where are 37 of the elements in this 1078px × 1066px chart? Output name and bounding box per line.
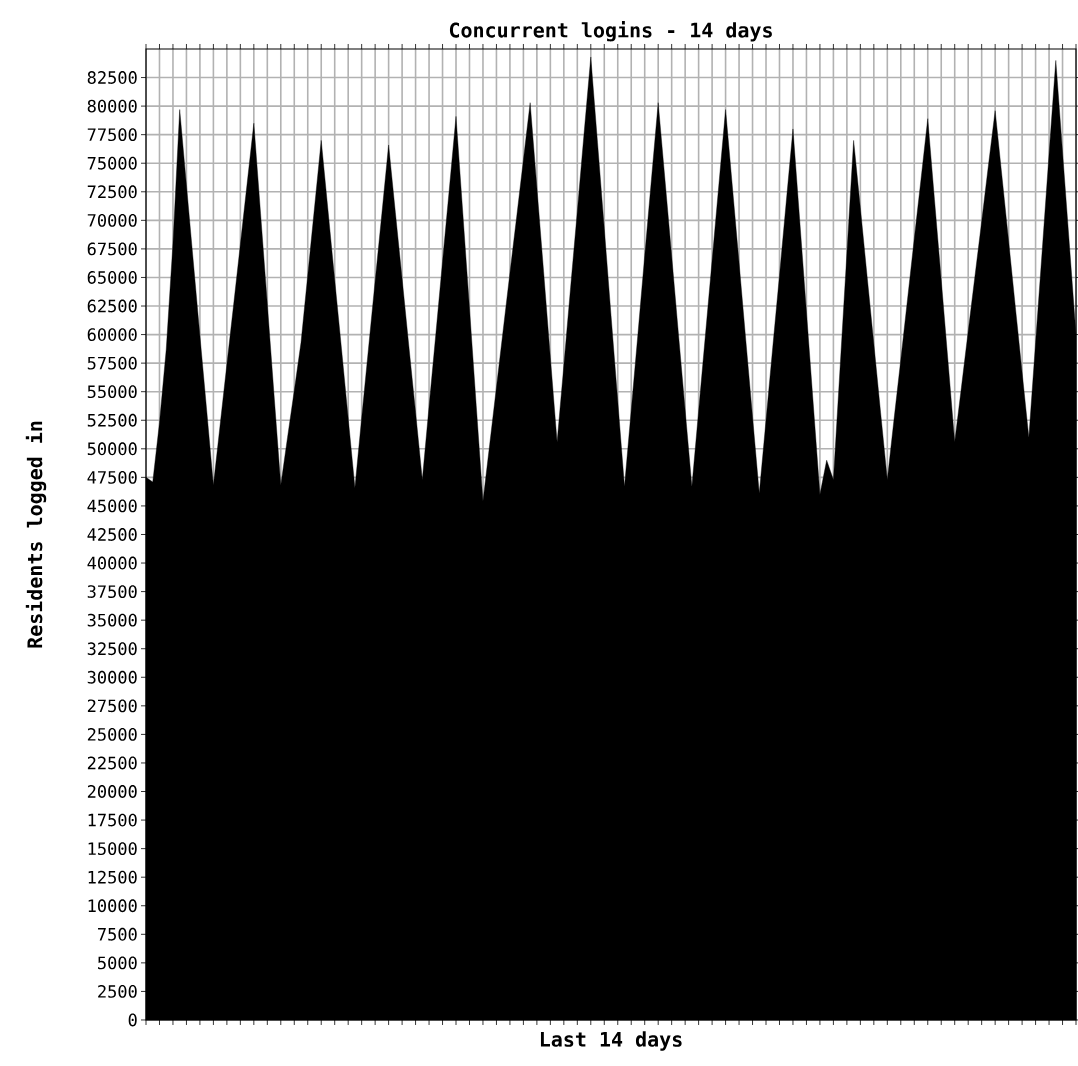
y-tick-label: 27500 <box>87 699 137 713</box>
y-tick-label: 32500 <box>87 642 137 656</box>
y-tick-label: 42500 <box>87 528 137 541</box>
y-tick-label: 20000 <box>87 785 137 798</box>
y-tick-label: 75000 <box>87 156 137 170</box>
y-tick-label: 35000 <box>87 613 137 627</box>
y-tick-label: 17500 <box>88 813 137 827</box>
y-tick-label: 15000 <box>88 842 137 856</box>
y-tick-label: 0 <box>128 1013 137 1027</box>
y-tick-label: 50000 <box>87 442 137 456</box>
y-axis-title: Residents logged in <box>25 421 47 648</box>
y-tick-label: 5000 <box>98 956 137 970</box>
y-tick-label: 12500 <box>88 870 137 884</box>
x-axis-title: Last 14 days <box>540 1031 682 1051</box>
y-tick-label: 40000 <box>87 556 137 570</box>
y-tick-label: 62500 <box>87 299 137 313</box>
y-tick-label: 2500 <box>98 984 137 998</box>
y-tick-label: 22500 <box>87 756 137 770</box>
y-tick-label: 30000 <box>87 670 137 684</box>
y-tick-label: 77500 <box>87 128 137 142</box>
y-tick-label: 47500 <box>87 470 137 484</box>
y-tick-label: 72500 <box>87 185 137 199</box>
y-tick-label: 25000 <box>87 727 137 741</box>
y-tick-label: 10000 <box>88 899 137 913</box>
y-tick-label: 7500 <box>98 927 137 941</box>
y-tick-label: 55000 <box>87 385 137 399</box>
y-tick-label: 60000 <box>87 328 137 341</box>
y-tick-label: 52500 <box>87 413 137 427</box>
y-tick-label: 67500 <box>87 242 137 256</box>
y-tick-label: 70000 <box>87 213 137 227</box>
chart-title: Concurrent logins - 14 days <box>449 21 772 42</box>
y-tick-label: 57500 <box>87 356 137 370</box>
y-tick-label: 45000 <box>87 499 137 513</box>
y-tick-label: 65000 <box>87 271 137 284</box>
y-tick-label: 37500 <box>87 585 137 599</box>
y-tick-label: 80000 <box>87 99 137 113</box>
y-tick-label: 82500 <box>87 71 137 84</box>
